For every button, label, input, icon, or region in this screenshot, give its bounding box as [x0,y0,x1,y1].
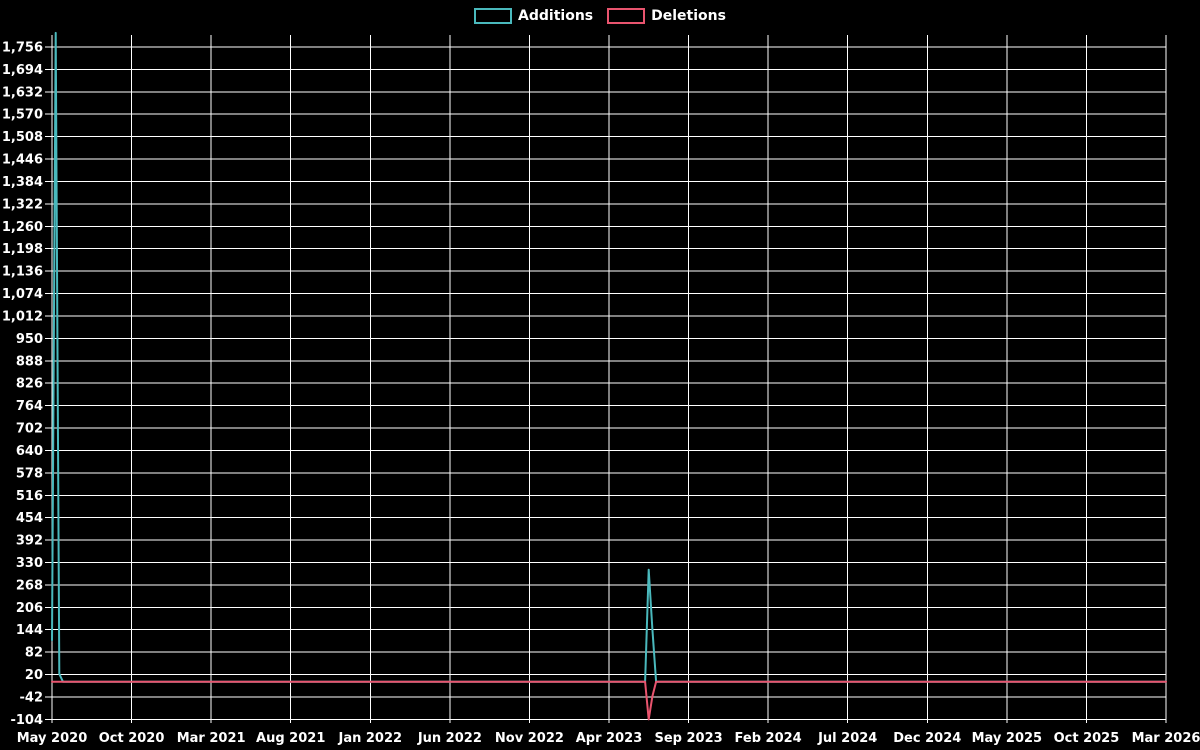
svg-text:578: 578 [16,466,43,481]
legend-label-deletions: Deletions [651,8,726,24]
svg-text:268: 268 [16,578,43,593]
svg-text:516: 516 [16,489,43,504]
svg-text:144: 144 [16,623,43,638]
svg-text:Oct 2025: Oct 2025 [1054,731,1120,746]
svg-text:1,012: 1,012 [2,309,43,324]
svg-text:Aug 2021: Aug 2021 [256,731,325,746]
svg-text:640: 640 [16,444,43,459]
svg-text:1,508: 1,508 [2,130,43,145]
svg-text:1,198: 1,198 [2,242,43,257]
svg-text:1,384: 1,384 [2,175,43,190]
svg-text:1,322: 1,322 [2,197,43,212]
svg-text:1,074: 1,074 [2,287,43,302]
deletions-swatch-icon [607,8,646,24]
svg-text:392: 392 [16,534,43,549]
svg-text:-42: -42 [20,690,44,705]
svg-text:1,756: 1,756 [2,41,43,56]
svg-text:Mar 2021: Mar 2021 [177,731,246,746]
svg-text:May 2020: May 2020 [17,731,88,746]
svg-text:20: 20 [25,668,43,683]
svg-text:Jun 2022: Jun 2022 [417,731,482,746]
svg-text:Jan 2022: Jan 2022 [337,731,402,746]
svg-text:82: 82 [25,646,43,661]
svg-text:Oct 2020: Oct 2020 [99,731,165,746]
svg-text:888: 888 [16,354,43,369]
svg-text:1,694: 1,694 [2,63,43,78]
svg-text:950: 950 [16,332,43,347]
svg-text:454: 454 [16,511,43,526]
svg-text:206: 206 [16,601,43,616]
legend-item-deletions[interactable]: Deletions [607,7,726,25]
svg-text:1,136: 1,136 [2,265,43,280]
svg-text:Apr 2023: Apr 2023 [576,731,643,746]
svg-text:Dec 2024: Dec 2024 [893,731,961,746]
svg-text:330: 330 [16,556,43,571]
svg-text:Nov 2022: Nov 2022 [495,731,564,746]
svg-text:Mar 2026: Mar 2026 [1132,731,1200,746]
svg-text:1,446: 1,446 [2,153,43,168]
svg-text:1,632: 1,632 [2,85,43,100]
legend-item-additions[interactable]: Additions [474,7,593,25]
legend-label-additions: Additions [518,8,594,24]
svg-text:May 2025: May 2025 [972,731,1043,746]
chart-legend: Additions Deletions [0,7,1200,25]
svg-text:Sep 2023: Sep 2023 [654,731,722,746]
svg-text:Jul 2024: Jul 2024 [817,731,877,746]
svg-text:1,570: 1,570 [2,108,43,123]
svg-text:-104: -104 [10,713,43,728]
additions-swatch-icon [474,8,513,24]
svg-text:702: 702 [16,422,43,437]
svg-text:764: 764 [16,399,43,414]
svg-text:Feb 2024: Feb 2024 [735,731,802,746]
svg-text:826: 826 [16,377,43,392]
svg-text:1,260: 1,260 [2,220,43,235]
